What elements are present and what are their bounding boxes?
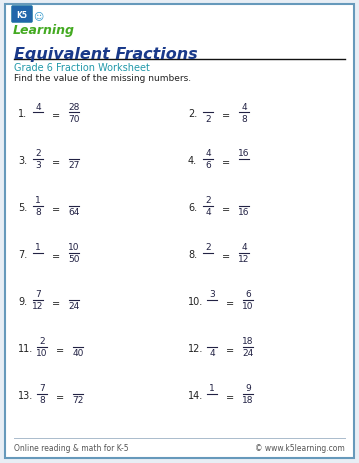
- Text: 8: 8: [39, 396, 45, 405]
- Text: =: =: [56, 345, 64, 355]
- Text: =: =: [52, 251, 60, 262]
- Text: 3.: 3.: [18, 156, 27, 166]
- Text: 12.: 12.: [188, 343, 204, 353]
- Text: =: =: [222, 111, 230, 121]
- Text: Equivalent Fractions: Equivalent Fractions: [14, 47, 197, 62]
- Text: =: =: [222, 205, 230, 214]
- Text: ☺: ☺: [33, 11, 43, 21]
- Text: 2.: 2.: [188, 109, 197, 119]
- Text: 27: 27: [68, 161, 80, 170]
- Text: 1: 1: [35, 243, 41, 252]
- Text: 2: 2: [205, 243, 211, 252]
- Text: 3: 3: [35, 161, 41, 170]
- Text: 11.: 11.: [18, 343, 33, 353]
- Text: 16: 16: [238, 208, 250, 217]
- Text: 6: 6: [245, 290, 251, 299]
- Text: 4.: 4.: [188, 156, 197, 166]
- Text: =: =: [226, 345, 234, 355]
- Text: 4: 4: [205, 208, 211, 217]
- Text: 24: 24: [242, 349, 253, 358]
- Text: 4: 4: [205, 149, 211, 158]
- Text: 8: 8: [35, 208, 41, 217]
- Text: 2: 2: [39, 337, 45, 346]
- FancyBboxPatch shape: [11, 6, 33, 24]
- Text: Online reading & math for K-5: Online reading & math for K-5: [14, 443, 129, 452]
- Text: 1: 1: [209, 384, 215, 393]
- Text: 9: 9: [245, 384, 251, 393]
- Text: 2: 2: [205, 196, 211, 205]
- Text: =: =: [226, 392, 234, 402]
- Text: 7.: 7.: [18, 250, 27, 259]
- Text: 10.: 10.: [188, 296, 203, 307]
- Text: 50: 50: [68, 255, 80, 264]
- Text: 70: 70: [68, 114, 80, 123]
- Text: 12: 12: [238, 255, 250, 264]
- Text: 1: 1: [35, 196, 41, 205]
- Text: 4: 4: [209, 349, 215, 358]
- Text: 6: 6: [205, 161, 211, 170]
- Text: =: =: [52, 205, 60, 214]
- Text: Find the value of the missing numbers.: Find the value of the missing numbers.: [14, 74, 191, 83]
- Text: 12: 12: [32, 302, 44, 311]
- Text: 9.: 9.: [18, 296, 27, 307]
- Text: © www.k5learning.com: © www.k5learning.com: [255, 443, 345, 452]
- Text: 4: 4: [35, 102, 41, 111]
- Text: 6.: 6.: [188, 202, 197, 213]
- Text: 7: 7: [39, 384, 45, 393]
- Text: Learning: Learning: [13, 24, 75, 37]
- Text: 24: 24: [68, 302, 80, 311]
- Text: 4: 4: [241, 102, 247, 111]
- Text: =: =: [56, 392, 64, 402]
- Text: 13.: 13.: [18, 390, 33, 400]
- Text: 18: 18: [242, 396, 254, 405]
- Text: 8: 8: [241, 114, 247, 123]
- Text: 1.: 1.: [18, 109, 27, 119]
- Text: =: =: [222, 251, 230, 262]
- Text: 14.: 14.: [188, 390, 203, 400]
- Text: 18: 18: [242, 337, 254, 346]
- Text: =: =: [226, 298, 234, 308]
- Text: 4: 4: [241, 243, 247, 252]
- Text: 28: 28: [68, 102, 80, 111]
- Text: =: =: [52, 298, 60, 308]
- Text: 8.: 8.: [188, 250, 197, 259]
- Text: 16: 16: [238, 149, 250, 158]
- Text: 64: 64: [68, 208, 80, 217]
- Text: Grade 6 Fraction Worksheet: Grade 6 Fraction Worksheet: [14, 63, 150, 73]
- Text: 10: 10: [242, 302, 254, 311]
- Text: =: =: [222, 158, 230, 168]
- Text: 10: 10: [36, 349, 48, 358]
- Text: =: =: [52, 111, 60, 121]
- Text: 2: 2: [205, 114, 211, 123]
- FancyBboxPatch shape: [5, 5, 354, 458]
- Text: 7: 7: [35, 290, 41, 299]
- Text: 3: 3: [209, 290, 215, 299]
- Text: 40: 40: [72, 349, 84, 358]
- Text: 2: 2: [35, 149, 41, 158]
- Text: 5.: 5.: [18, 202, 27, 213]
- Text: K5: K5: [17, 11, 28, 19]
- Text: 72: 72: [72, 396, 84, 405]
- Text: 10: 10: [68, 243, 80, 252]
- Text: =: =: [52, 158, 60, 168]
